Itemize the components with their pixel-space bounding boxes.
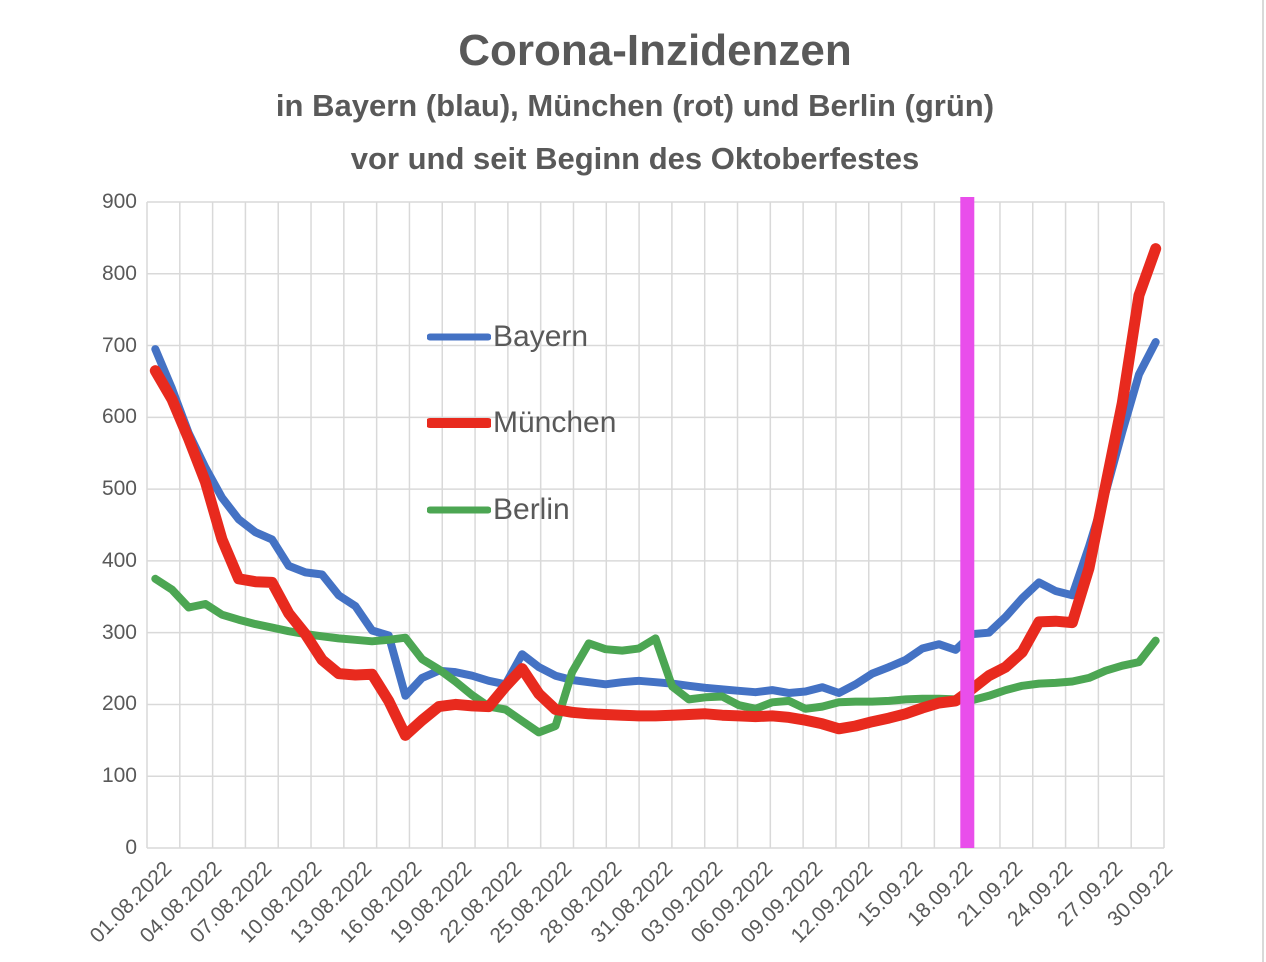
chart-title: Corona-Inzidenzen xyxy=(458,26,852,75)
legend-item-muenchen: München xyxy=(427,405,616,441)
series-line-berlin xyxy=(151,574,1160,737)
legend-line-swatch-muenchen xyxy=(427,418,491,428)
legend-label-bayern: Bayern xyxy=(493,320,589,353)
y-axis-label: 600 xyxy=(101,405,137,429)
chart-object-right-border xyxy=(1262,0,1264,962)
y-axis-label: 0 xyxy=(125,836,137,859)
oktoberfest-marker-line xyxy=(960,197,975,848)
series-line-bayern xyxy=(151,338,1160,700)
y-axis-label: 300 xyxy=(101,620,137,644)
legend-item-bayern: Bayern xyxy=(427,319,588,355)
y-axis-label: 800 xyxy=(101,261,137,285)
series-line-muenchen xyxy=(149,243,1162,741)
chart-subtitle-line1: in Bayern (blau), München (rot) und Berl… xyxy=(275,88,995,123)
y-axis-label: 700 xyxy=(101,333,137,357)
legend-item-berlin: Berlin xyxy=(427,492,570,528)
y-axis-label: 400 xyxy=(101,548,137,572)
legend-label-berlin: Berlin xyxy=(493,493,570,526)
legend-line-swatch-bayern xyxy=(427,333,491,341)
y-axis-label: 200 xyxy=(101,692,137,716)
y-axis-label: 500 xyxy=(101,477,137,501)
y-axis-label: 100 xyxy=(101,764,137,788)
legend-line-swatch-berlin xyxy=(427,506,491,514)
legend-label-muenchen: München xyxy=(493,406,617,439)
y-axis-label: 900 xyxy=(101,190,137,213)
chart-subtitle-line2: vor und seit Beginn des Oktoberfestes xyxy=(350,141,920,176)
